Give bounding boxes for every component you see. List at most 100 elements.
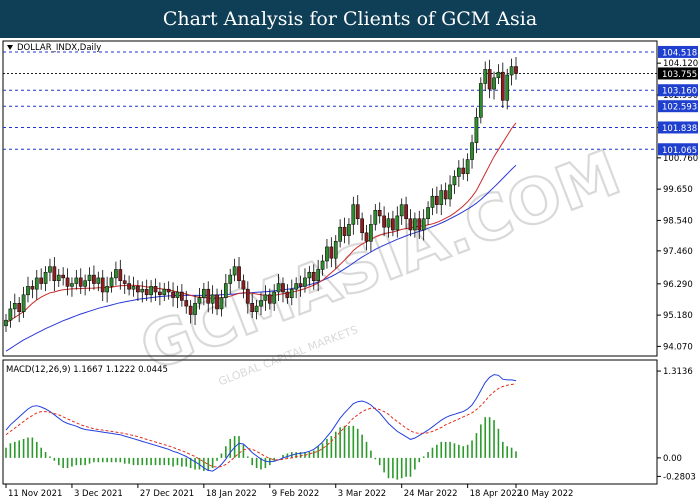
candle-body bbox=[439, 190, 444, 205]
candle bbox=[377, 202, 382, 224]
candle-body bbox=[228, 274, 233, 284]
candle-body bbox=[219, 297, 224, 310]
candle-body bbox=[298, 283, 303, 287]
x-tick-label: 18 Jan 2022 bbox=[206, 489, 257, 499]
candle-body bbox=[408, 218, 413, 231]
candle bbox=[448, 175, 452, 207]
candle-body bbox=[153, 286, 158, 293]
level-label-text: 101.065 bbox=[662, 146, 697, 156]
candle-body bbox=[56, 274, 61, 281]
macd-layer bbox=[5, 374, 517, 480]
candle bbox=[369, 214, 373, 252]
candle bbox=[250, 293, 255, 318]
candle bbox=[276, 273, 281, 302]
candle bbox=[281, 277, 285, 303]
candle bbox=[342, 217, 347, 244]
candle-body bbox=[184, 300, 189, 307]
candle bbox=[206, 281, 211, 313]
candle bbox=[355, 195, 360, 225]
y-tick-label: 98.540 bbox=[663, 216, 693, 226]
candle-body bbox=[364, 232, 369, 242]
candle-body bbox=[144, 288, 149, 296]
header-bar: Chart Analysis for Clients of GCM Asia bbox=[0, 0, 700, 38]
level-label-text: 102.593 bbox=[662, 103, 697, 113]
candle bbox=[382, 206, 386, 237]
candle-body bbox=[65, 277, 70, 287]
candle-body bbox=[162, 288, 167, 296]
candle-body bbox=[351, 204, 356, 225]
candle-body bbox=[131, 286, 136, 290]
candle-body bbox=[48, 266, 52, 273]
candle-body bbox=[118, 269, 123, 281]
y-tick-label: 96.290 bbox=[663, 280, 693, 290]
candle bbox=[215, 288, 219, 316]
candle bbox=[505, 68, 510, 110]
candle bbox=[478, 77, 483, 124]
candle bbox=[413, 212, 417, 238]
candle-body bbox=[452, 176, 457, 186]
candle-body bbox=[74, 277, 79, 284]
x-axis: 11 Nov 2021 3 Dec 2021 27 Dec 2021 18 Jan 2… bbox=[5, 484, 573, 499]
candle-body bbox=[122, 280, 127, 284]
candle-body bbox=[114, 269, 118, 279]
candle bbox=[500, 62, 505, 108]
candle bbox=[56, 268, 61, 287]
y-tick-label: 94.070 bbox=[663, 342, 693, 352]
macd-signal-line bbox=[5, 383, 517, 468]
candle-body bbox=[289, 288, 294, 298]
candle bbox=[210, 285, 215, 314]
candle bbox=[320, 254, 325, 276]
candle-body bbox=[12, 303, 17, 310]
candle-body bbox=[386, 218, 391, 228]
candle-body bbox=[311, 272, 316, 281]
candle bbox=[259, 292, 263, 316]
candle bbox=[443, 182, 448, 206]
price-chart: GCMASIA.COM GLOBAL CAPITAL MARKETS 104.1… bbox=[2, 40, 698, 499]
candle bbox=[470, 134, 474, 169]
candle bbox=[435, 186, 439, 214]
candle bbox=[395, 206, 400, 238]
candle bbox=[105, 276, 109, 303]
candles-layer bbox=[4, 56, 518, 333]
candle-body bbox=[149, 286, 153, 296]
y-tick-label: 104.120 bbox=[663, 59, 698, 69]
y-tick-label: 99.650 bbox=[663, 185, 693, 195]
level-label: 103.160 bbox=[658, 84, 698, 97]
candle-body bbox=[210, 294, 215, 304]
candle-body bbox=[276, 283, 281, 293]
y-axis: 104.120102.990101.838100.76099.65098.540… bbox=[657, 45, 698, 482]
candle-body bbox=[430, 195, 435, 208]
level-label: 101.065 bbox=[658, 143, 698, 156]
symbol-label: DOLLAR_INDX,Daily bbox=[17, 43, 101, 53]
candle bbox=[26, 276, 30, 303]
candle bbox=[39, 268, 44, 290]
candle-body bbox=[96, 277, 101, 284]
candle bbox=[245, 281, 250, 314]
candle bbox=[399, 198, 404, 225]
current-price-box bbox=[658, 67, 698, 80]
candle-body bbox=[34, 277, 39, 290]
candle-body bbox=[232, 266, 237, 276]
candle bbox=[219, 289, 224, 317]
candle-body bbox=[83, 280, 87, 287]
current-price-label: 103.755 bbox=[658, 67, 698, 80]
candle-body bbox=[78, 277, 83, 287]
candle-body bbox=[250, 303, 255, 312]
macd-y-tick-label: -0.2803 bbox=[663, 472, 696, 482]
macd-y-tick-label: 1.3136 bbox=[663, 367, 693, 377]
candle bbox=[96, 271, 101, 292]
candle bbox=[474, 107, 479, 154]
candle-body bbox=[514, 66, 518, 74]
candle-body bbox=[316, 269, 321, 281]
candle bbox=[509, 58, 514, 86]
candle-body bbox=[206, 288, 211, 304]
candle-body bbox=[39, 277, 44, 284]
candle-body bbox=[355, 204, 360, 219]
candle-body bbox=[294, 283, 299, 290]
candle bbox=[162, 282, 167, 302]
candle bbox=[193, 295, 197, 325]
candle-body bbox=[100, 277, 105, 293]
candle-body bbox=[325, 246, 329, 262]
candle-body bbox=[333, 241, 338, 259]
candle bbox=[316, 259, 321, 292]
